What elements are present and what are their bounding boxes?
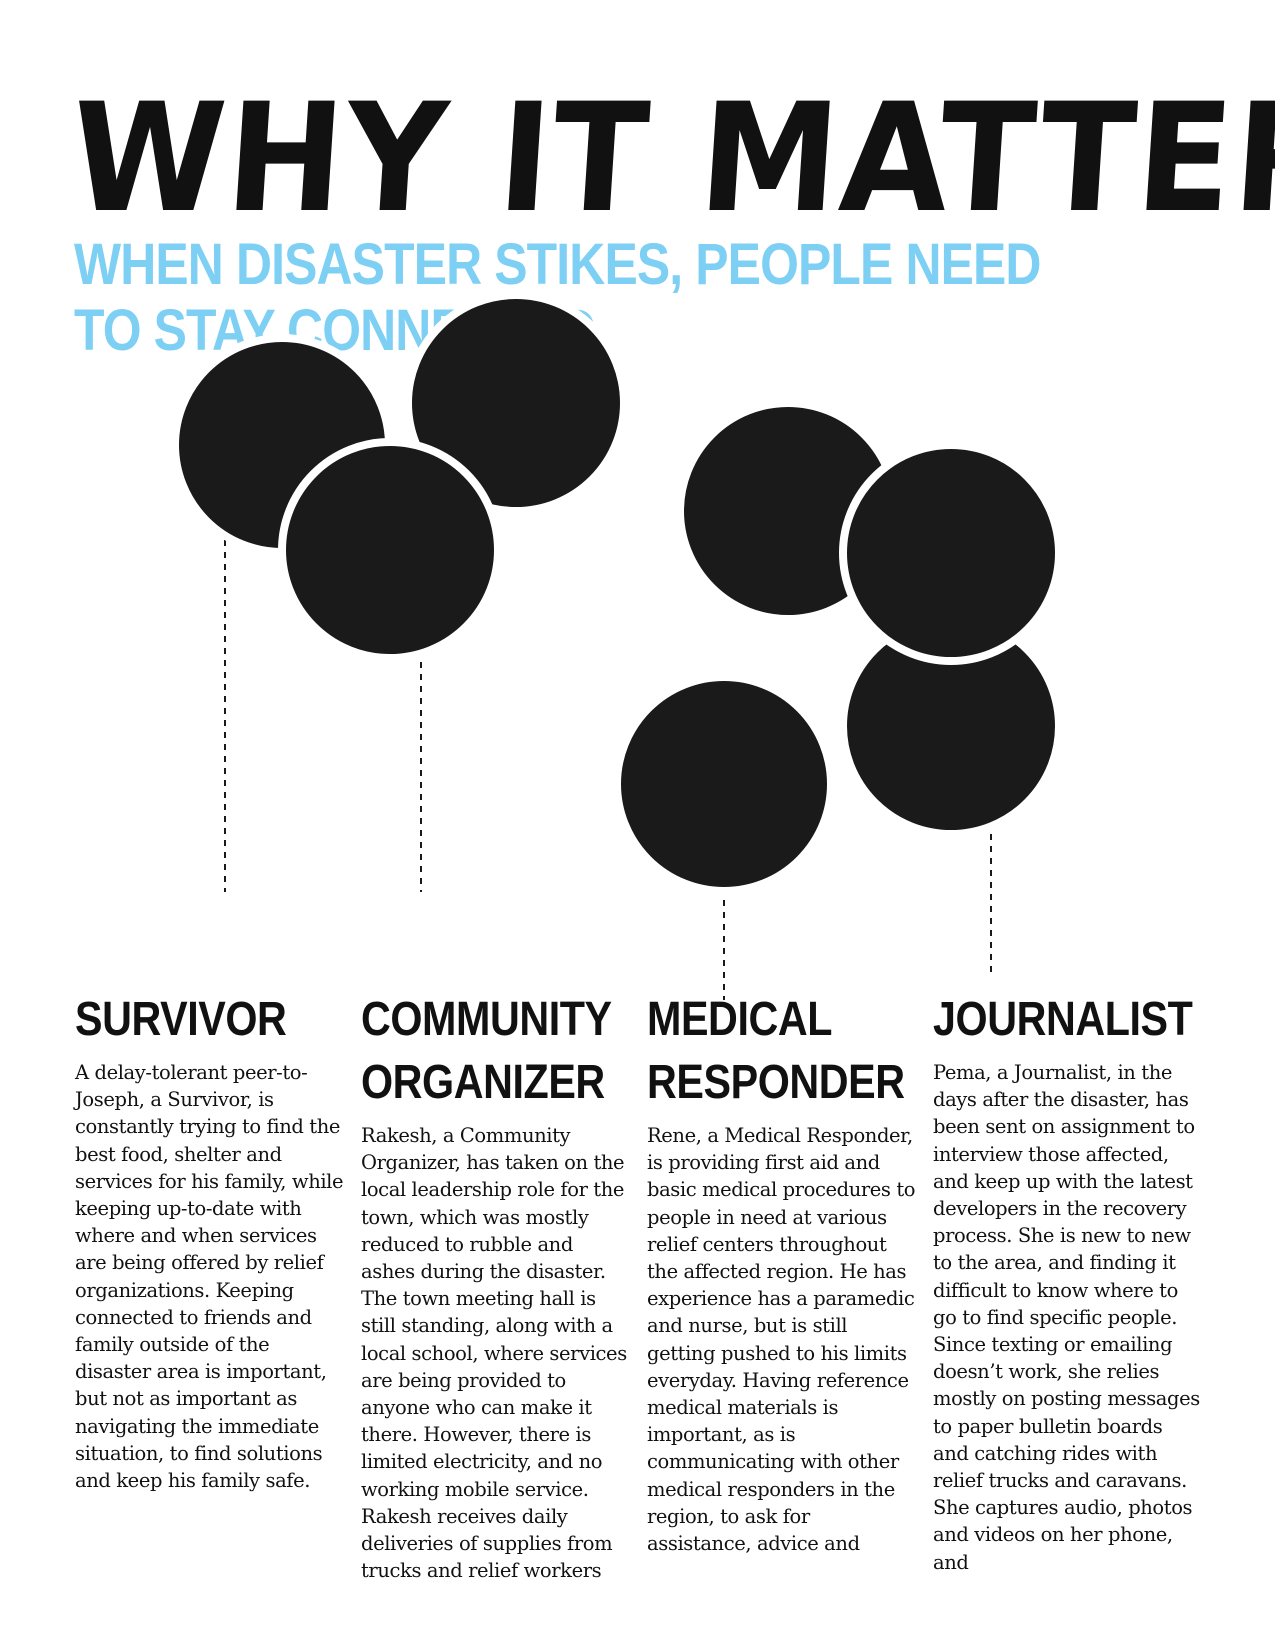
persona-description: Rene, a Medical Responder, is providing … [647, 1124, 916, 1556]
persona-heading: SURVIVOR [75, 993, 287, 1046]
persona-description: Pema, a Journalist, in the days after th… [933, 1061, 1200, 1574]
persona-community-organizer: COMMUNITY ORGANIZER Rakesh, a Community … [361, 988, 631, 1584]
circle-right-upper [839, 441, 1063, 665]
circle-medical-responder [613, 673, 835, 895]
persona-description: Rakesh, a Community Organizer, has taken… [361, 1124, 627, 1583]
circle-group-right [613, 399, 1063, 895]
circle-top [404, 291, 628, 515]
circle-community-organizer [278, 438, 502, 662]
persona-medical-responder: MEDICAL RESPONDER Rene, a Medical Respon… [647, 988, 917, 1557]
persona-description: A delay-tolerant peer-to-Joseph, a Survi… [75, 1061, 344, 1493]
circle-group-left [171, 291, 628, 662]
persona-journalist: JOURNALIST Pema, a Journalist, in the da… [933, 988, 1203, 1576]
persona-heading: MEDICAL RESPONDER [647, 993, 905, 1109]
persona-survivor: SURVIVOR A delay-tolerant peer-to-Joseph… [75, 988, 345, 1494]
persona-circles-diagram [171, 291, 1063, 1000]
persona-heading: JOURNALIST [933, 993, 1193, 1046]
persona-heading: COMMUNITY ORGANIZER [361, 993, 611, 1109]
connector-lines [224, 528, 992, 1000]
